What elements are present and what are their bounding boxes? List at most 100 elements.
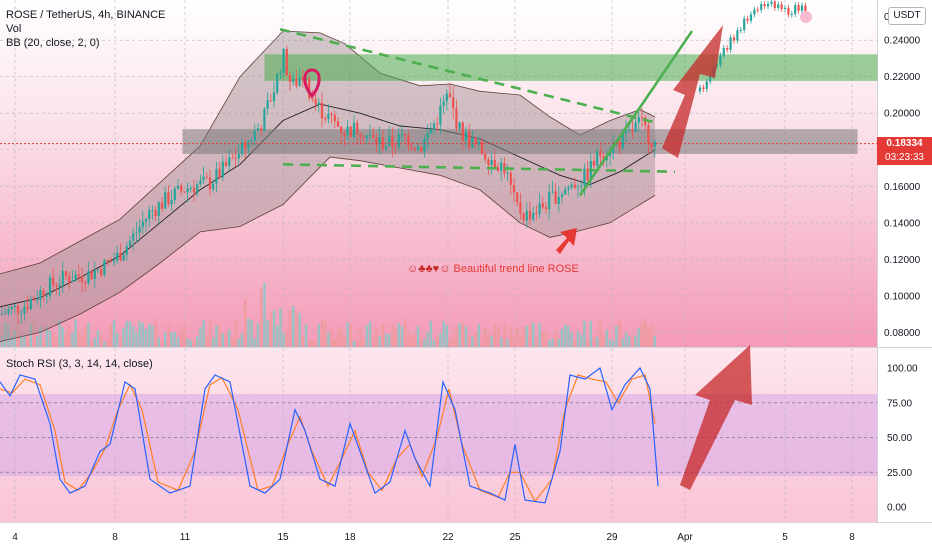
chart-title[interactable]: ROSE / TetherUS, 4h, BINANCE (6, 9, 166, 21)
candle-body (324, 118, 327, 120)
vol-indicator-label[interactable]: Vol (6, 23, 22, 35)
candle-body (548, 192, 551, 210)
volume-bar (279, 308, 282, 347)
candle-body (61, 271, 64, 285)
candle-body (407, 135, 410, 147)
candle-body (573, 184, 576, 188)
future-circle-icon (800, 11, 812, 23)
candle-body (388, 136, 391, 147)
candle-body (170, 199, 173, 205)
volume-bar (55, 338, 58, 347)
future-candle-body (739, 30, 742, 32)
candle-body (276, 73, 279, 93)
candle-body (474, 137, 477, 145)
future-candle-body (702, 87, 705, 90)
candle-body (164, 192, 167, 209)
volume-bar (20, 336, 23, 347)
volume-bar (320, 320, 324, 347)
volume-bar (458, 323, 461, 347)
candle-body (378, 137, 381, 145)
volume-bar (16, 319, 20, 347)
candle-body (375, 137, 378, 145)
candle-body (333, 114, 336, 122)
candle-body (580, 185, 583, 187)
candle-body (234, 157, 237, 159)
candle-body (535, 212, 538, 214)
candle-body (10, 307, 13, 310)
price-tick-label: 0.24000 (884, 36, 921, 47)
candle-body (260, 128, 263, 131)
volume-bar (560, 329, 564, 347)
candle-body (16, 305, 20, 314)
location-pin-icon (303, 68, 321, 99)
candle-body (346, 126, 349, 136)
time-tick-label: Apr (677, 532, 693, 543)
volume-bar (346, 322, 349, 347)
time-tick-label: 15 (277, 532, 289, 543)
future-candle-body (729, 37, 732, 50)
volume-bar (7, 323, 10, 347)
price-tick-label: 0.16000 (884, 182, 921, 193)
volume-bar (356, 340, 359, 347)
candle-body (45, 295, 48, 297)
future-candle-body (766, 3, 770, 7)
candle-body (122, 254, 125, 261)
future-candle-body (743, 18, 746, 31)
volume-bar (420, 338, 423, 347)
candle-body (157, 202, 160, 216)
currency-button[interactable]: USDT (888, 7, 926, 25)
volume-bar (96, 330, 100, 347)
candle-body (544, 207, 548, 210)
stoch-rsi-label[interactable]: Stoch RSI (3, 3, 14, 14, close) (6, 358, 153, 370)
volume-bar (410, 335, 413, 347)
time-tick-label: 18 (344, 532, 356, 543)
volume-bar (272, 310, 276, 347)
candle-body (32, 299, 36, 301)
candle-body (0, 313, 4, 315)
volume-bar (349, 324, 352, 347)
price-countdown: 03:23:33 (885, 151, 924, 163)
candle-body (52, 277, 55, 286)
volume-bar (311, 340, 314, 347)
volume-bar (231, 337, 234, 347)
candle-body (244, 142, 247, 149)
future-candle-body (753, 9, 756, 15)
volume-bar (93, 337, 96, 347)
candle-body (359, 134, 362, 137)
candle-body (308, 78, 311, 99)
volume-bar (253, 338, 256, 347)
candle-body (112, 260, 116, 263)
candle-body (487, 159, 490, 165)
volume-bar (170, 332, 173, 347)
volume-bar (240, 333, 244, 347)
candle-body (125, 246, 128, 255)
trendlines (279, 27, 694, 197)
candle-body (532, 212, 535, 220)
volume-bar (109, 324, 112, 347)
candle-body (340, 126, 343, 134)
candle-body (208, 177, 212, 190)
future-candle-body (783, 7, 787, 9)
volume-bar (208, 319, 212, 347)
candle-body (192, 187, 196, 193)
volume-bar (138, 320, 141, 347)
candle-body (224, 161, 228, 166)
candle-body (26, 306, 29, 309)
bb-indicator-label[interactable]: BB (20, close, 2, 0) (6, 37, 100, 49)
stoch-rsi-d-line (0, 374, 656, 503)
time-tick-label: 25 (509, 532, 521, 543)
volume-bar (256, 323, 260, 347)
volume-bar (144, 328, 148, 347)
volume-bar (116, 333, 119, 347)
candle-body (100, 269, 103, 276)
volume-bar (84, 325, 87, 347)
candle-body (205, 176, 208, 178)
volume-bar (160, 340, 164, 347)
candle-body (148, 210, 151, 219)
volume-bar (205, 336, 208, 347)
stoch-rsi-k-line (0, 366, 659, 504)
volume-bar (621, 338, 624, 347)
candle-body (221, 161, 224, 178)
candle-body (468, 131, 471, 148)
volume-bar (509, 326, 512, 347)
